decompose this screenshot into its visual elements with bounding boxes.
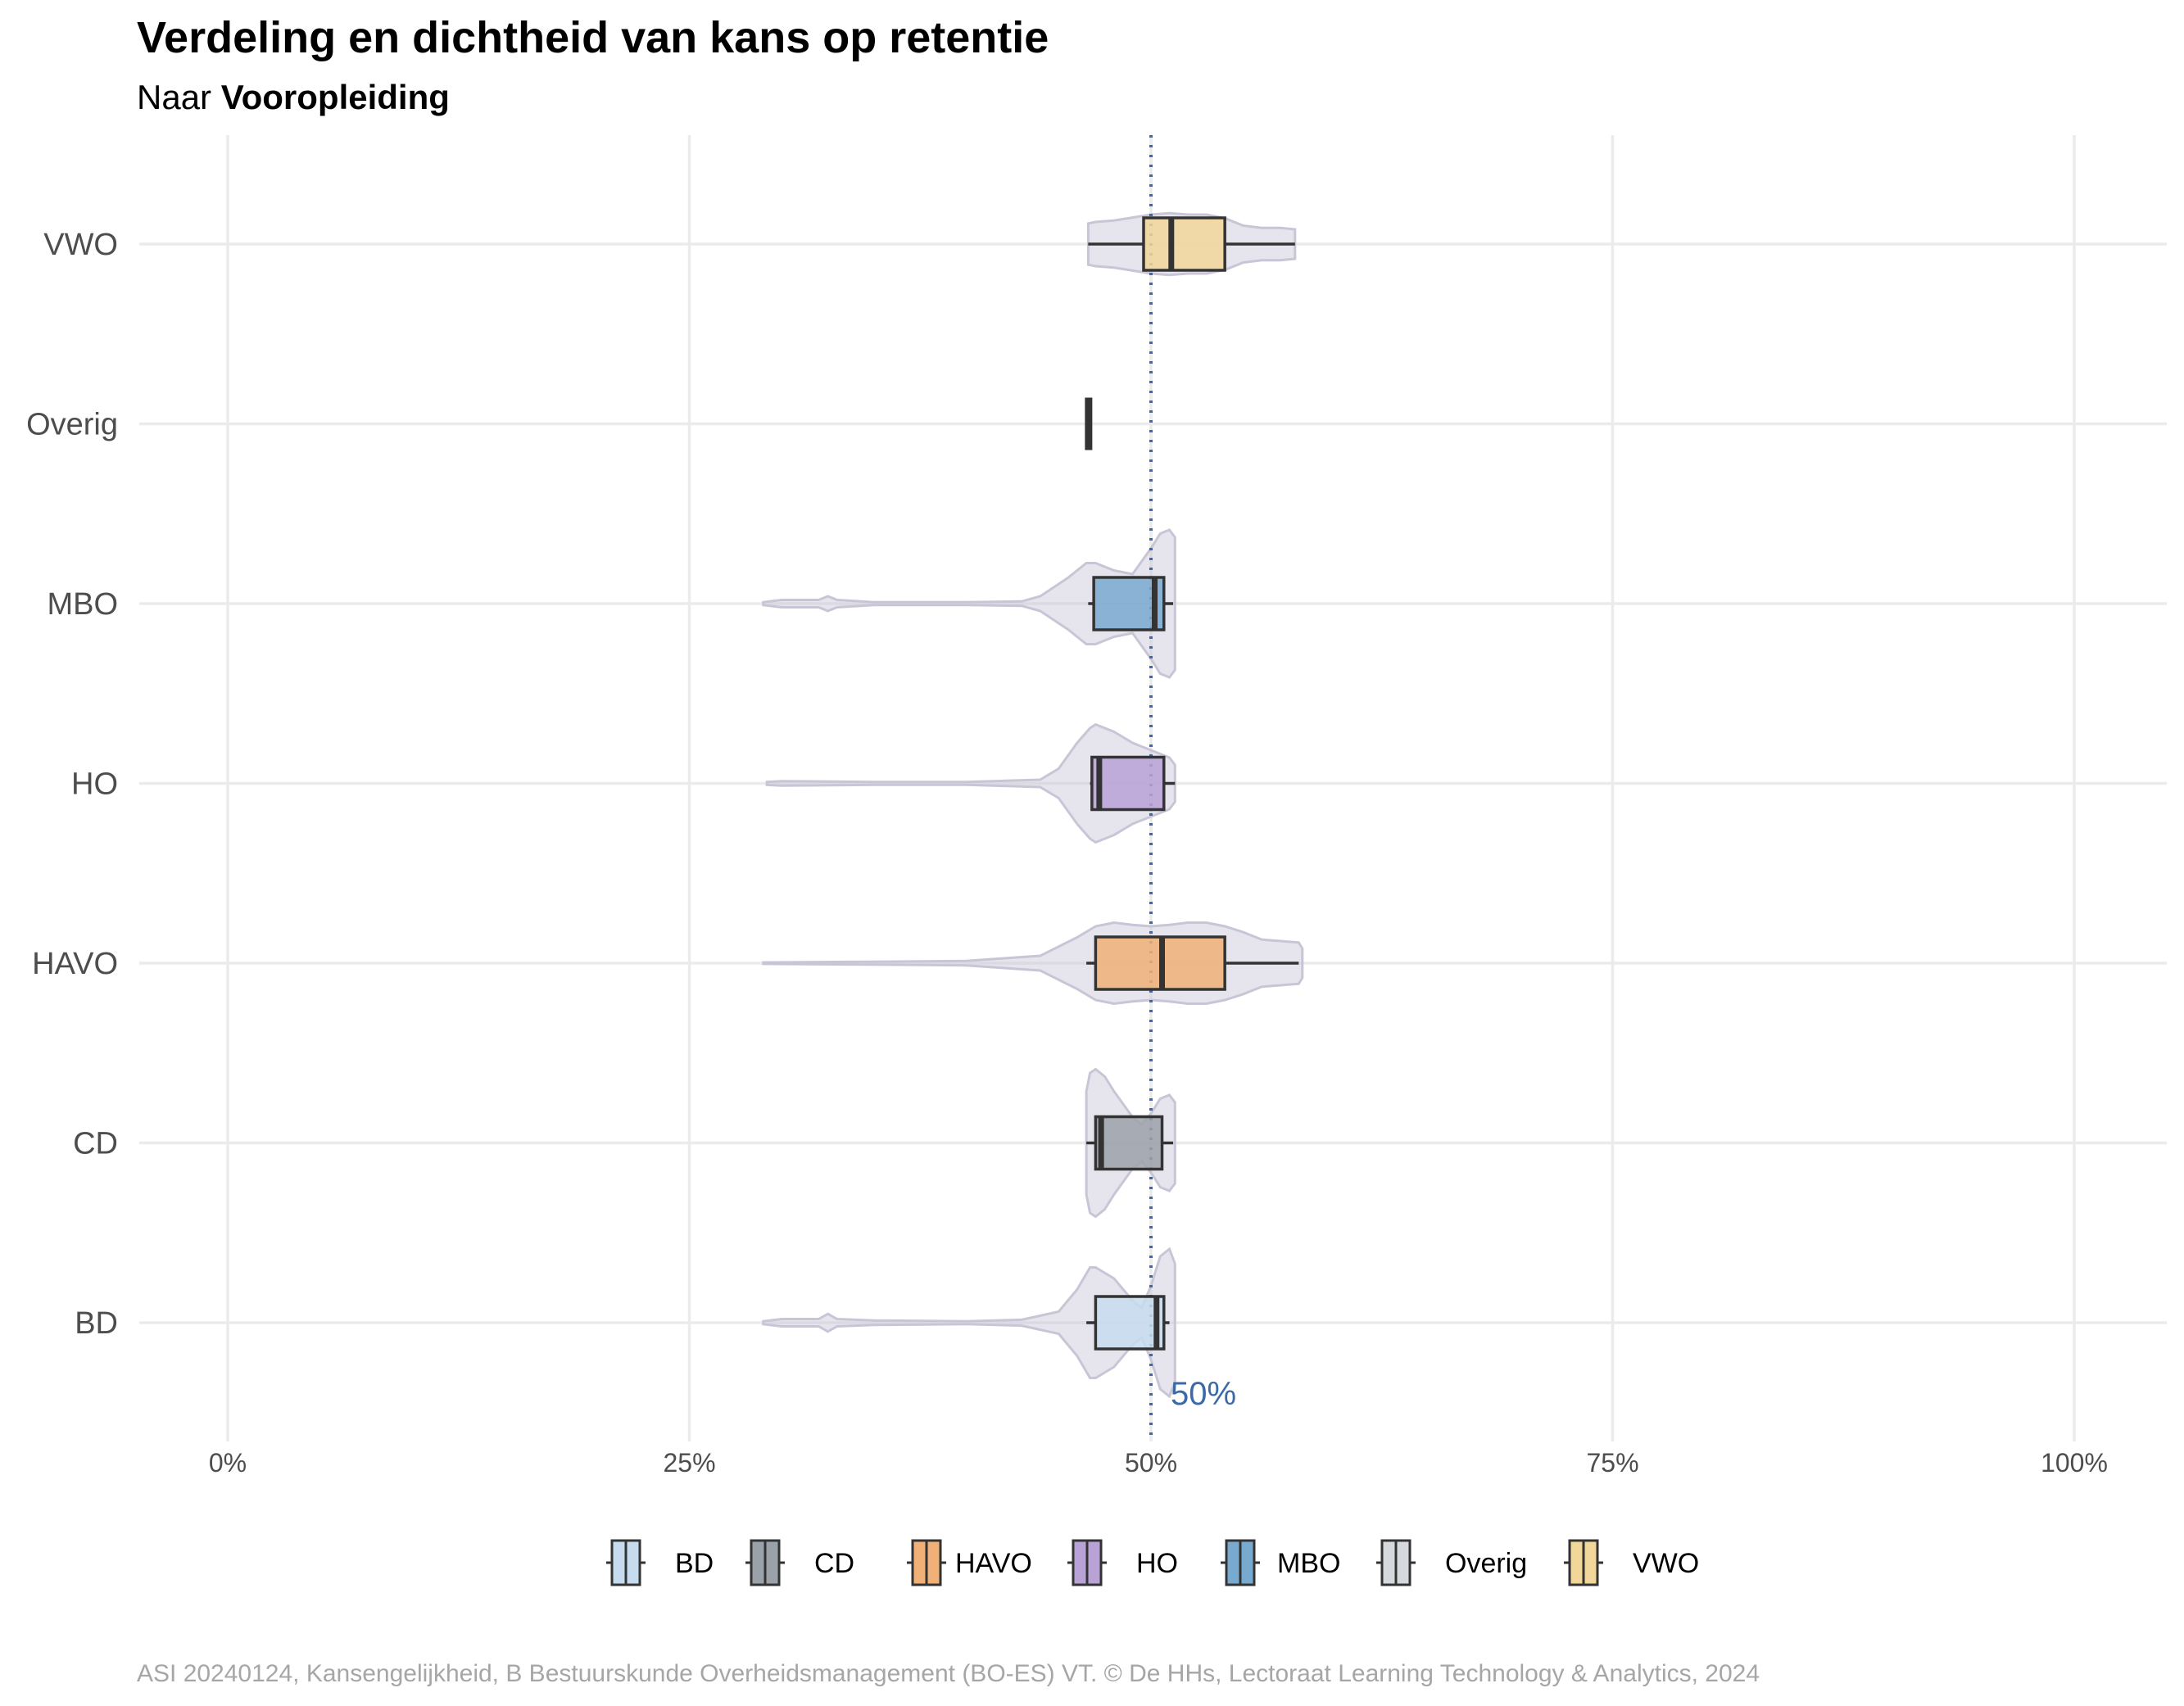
x-tick-label: 0% <box>209 1448 247 1477</box>
boxplot-vwo <box>1088 216 1295 272</box>
legend-item-vwo: VWO <box>1564 1539 1699 1586</box>
box <box>1094 1295 1166 1351</box>
y-tick-label: HO <box>71 767 118 802</box>
x-tick-label: 75% <box>1586 1448 1638 1477</box>
legend-label: BD <box>675 1548 714 1579</box>
legend-item-bd: BD <box>606 1539 714 1586</box>
violin-mbo <box>762 528 1176 679</box>
x-tick-label: 25% <box>663 1448 715 1477</box>
y-tick-label: CD <box>73 1127 118 1161</box>
x-tick-label: 50% <box>1125 1448 1177 1477</box>
x-axis-ticks: 0% 25% 50% 75% 100% <box>209 1448 2108 1477</box>
y-tick-label: VWO <box>43 228 118 262</box>
y-tick-label: Overig <box>26 408 118 442</box>
boxplot-mbo <box>1088 576 1174 631</box>
violin-bd <box>762 1247 1176 1399</box>
subtitle-prefix: Naar <box>137 78 211 116</box>
legend-label: MBO <box>1277 1548 1340 1579</box>
box <box>1094 1115 1164 1171</box>
boxplot-ho <box>1090 755 1176 812</box>
boxplot-havo <box>1086 935 1299 991</box>
legend: BD CD HAVO HO MBO Overig VWO <box>606 1539 1699 1586</box>
legend-label: CD <box>814 1548 854 1579</box>
box <box>1142 216 1226 272</box>
box-median <box>1085 397 1093 450</box>
violins <box>762 211 1304 1399</box>
legend-label: VWO <box>1633 1548 1699 1579</box>
reference-line: 50% <box>1149 135 1236 1441</box>
legend-item-overig: Overig <box>1376 1539 1527 1586</box>
boxplot-bd <box>1086 1295 1170 1351</box>
legend-item-cd: CD <box>745 1539 854 1586</box>
x-tick-label: 100% <box>2041 1448 2108 1477</box>
legend-label: Overig <box>1445 1548 1527 1579</box>
y-tick-label: BD <box>75 1306 118 1341</box>
subtitle-bold: Vooropleiding <box>221 78 450 116</box>
boxplots <box>1085 216 1299 1351</box>
y-tick-label: HAVO <box>32 947 118 981</box>
boxplot-cd <box>1086 1115 1174 1171</box>
chart-title: Verdeling en dichtheid van kans op reten… <box>137 13 1049 62</box>
legend-item-ho: HO <box>1067 1539 1178 1586</box>
violin-ho <box>765 722 1176 844</box>
box <box>1090 755 1166 812</box>
y-tick-label: MBO <box>47 587 118 622</box>
legend-item-havo: HAVO <box>907 1539 1032 1586</box>
legend-label: HAVO <box>955 1548 1032 1579</box>
reference-line-label: 50% <box>1171 1376 1236 1412</box>
boxplot-overig <box>1085 397 1093 450</box>
legend-label: HO <box>1136 1548 1178 1579</box>
chart-caption: ASI 20240124, Kansengelijkheid, B Bestuu… <box>137 1660 1760 1687</box>
y-axis-ticks: BD CD HAVO HO MBO Overig VWO <box>26 228 118 1341</box>
legend-item-mbo: MBO <box>1221 1539 1340 1586</box>
chart-subtitle: Naar Vooropleiding <box>137 78 450 116</box>
